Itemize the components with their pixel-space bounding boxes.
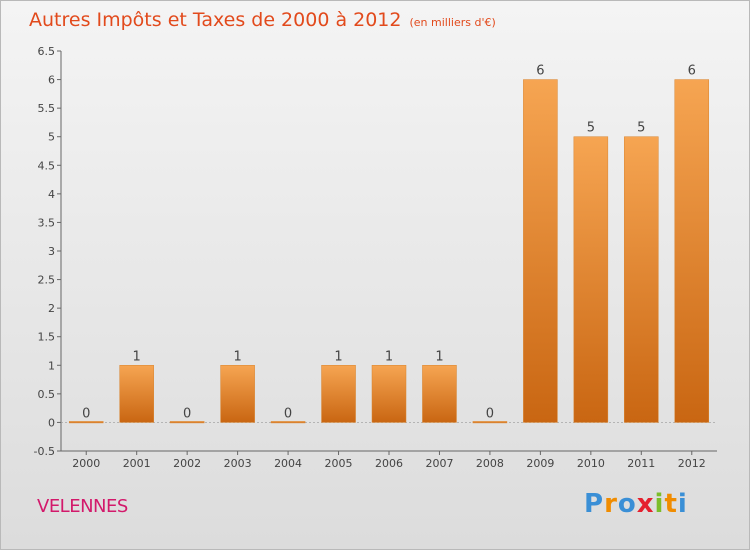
y-tick-label: 6.5 [38, 45, 56, 58]
bar-2007 [422, 365, 457, 423]
data-label-2004: 0 [284, 406, 292, 421]
x-tick-label-2004: 2004 [274, 457, 302, 470]
data-label-2009: 6 [536, 64, 544, 79]
bar-2009 [523, 79, 558, 423]
data-label-2008: 0 [486, 406, 494, 421]
y-tick-label: 1 [48, 359, 55, 372]
bar-2005 [321, 365, 356, 423]
y-tick-label: 3.5 [38, 216, 56, 229]
data-label-2003: 1 [233, 349, 241, 364]
x-tick-label-2010: 2010 [577, 457, 605, 470]
data-label-2005: 1 [334, 349, 342, 364]
x-tick-label-2003: 2003 [224, 457, 252, 470]
y-tick-label: 3 [48, 245, 55, 258]
data-label-2012: 6 [688, 64, 696, 79]
proxiti-logo: Proxiti [584, 489, 688, 519]
y-tick-label: 5 [48, 131, 55, 144]
chart-title: Autres Impôts et Taxes de 2000 à 2012 (en… [29, 9, 496, 31]
y-tick-label: 0 [48, 416, 55, 429]
y-tick-label: -0.5 [34, 445, 55, 458]
data-label-2011: 5 [637, 121, 645, 136]
y-tick-label: 2.5 [38, 274, 56, 287]
y-tick-label: 2 [48, 302, 55, 315]
y-tick-label: 0.5 [38, 388, 56, 401]
bar-2003 [220, 365, 255, 423]
bar-2004 [270, 421, 306, 424]
commune-name: VELENNES [37, 496, 128, 517]
x-tick-label-2001: 2001 [123, 457, 151, 470]
bar-2012 [674, 79, 710, 423]
x-tick-label-2012: 2012 [678, 457, 706, 470]
data-label-2001: 1 [133, 349, 141, 364]
bar-2010 [573, 136, 609, 423]
y-tick-label: 6 [48, 74, 55, 87]
data-label-2007: 1 [435, 349, 443, 364]
bar-2008 [472, 421, 508, 424]
bar-2000 [68, 421, 104, 424]
data-label-2000: 0 [82, 406, 90, 421]
y-tick-label: 4.5 [38, 159, 56, 172]
x-tick-label-2000: 2000 [72, 457, 100, 470]
x-tick-label-2009: 2009 [526, 457, 554, 470]
data-label-2010: 5 [587, 121, 595, 136]
x-tick-label-2011: 2011 [627, 457, 655, 470]
x-tick-label-2008: 2008 [476, 457, 504, 470]
data-label-2006: 1 [385, 349, 393, 364]
y-tick-label: 1.5 [38, 331, 56, 344]
y-tick-label: 5.5 [38, 102, 56, 115]
title-unit: (en milliers d'€) [409, 16, 496, 29]
title-main: Autres Impôts et Taxes de 2000 à 2012 [29, 9, 402, 31]
bar-2006 [371, 365, 407, 423]
y-tick-label: 4 [48, 188, 55, 201]
bar-2001 [119, 365, 154, 423]
x-tick-label-2005: 2005 [325, 457, 353, 470]
data-label-2002: 0 [183, 406, 191, 421]
x-tick-label-2006: 2006 [375, 457, 403, 470]
x-tick-label-2002: 2002 [173, 457, 201, 470]
x-tick-label-2007: 2007 [425, 457, 453, 470]
bar-2011 [624, 136, 659, 423]
bar-2002 [169, 421, 205, 424]
